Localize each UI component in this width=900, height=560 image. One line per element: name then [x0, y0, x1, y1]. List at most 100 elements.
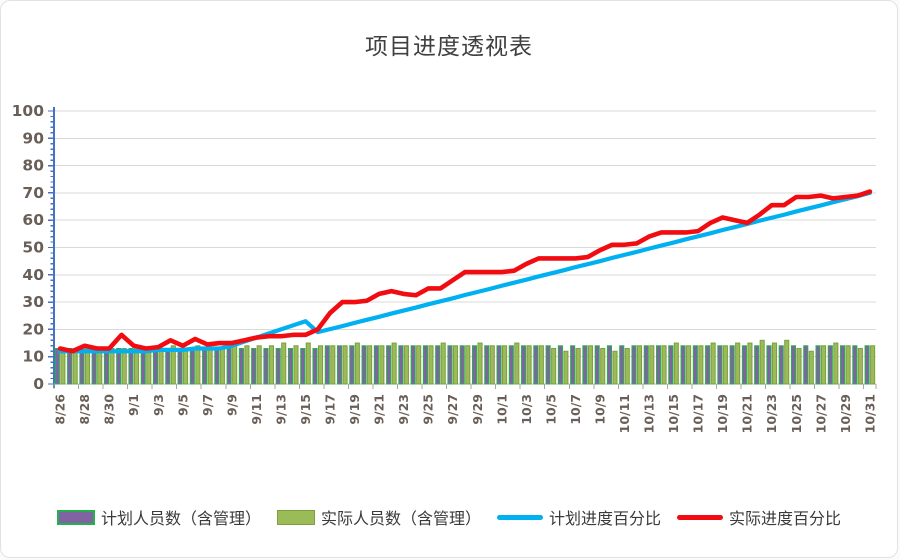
x-tick-label: 9/15: [298, 394, 313, 425]
bar-actual-staff: [72, 348, 78, 385]
x-tick-label: 10/25: [789, 394, 804, 433]
bar-actual-staff: [354, 342, 360, 385]
bar-planned-staff: [202, 348, 208, 385]
bar-actual-staff: [735, 342, 741, 385]
bar-planned-staff: [766, 345, 772, 385]
bar-actual-staff: [60, 348, 66, 385]
y-tick-label: 60: [22, 211, 44, 229]
bar-planned-staff: [705, 345, 711, 385]
bar-actual-staff: [845, 345, 851, 385]
x-tick-label: 10/1: [494, 394, 509, 425]
x-tick-label: 10/27: [813, 394, 828, 433]
bar-planned-staff: [680, 345, 686, 385]
bar-actual-staff: [391, 342, 397, 385]
bar-planned-staff: [790, 345, 797, 385]
bar-planned-staff: [754, 345, 760, 385]
x-tick-label: 10/17: [691, 394, 706, 433]
bar-actual-staff: [244, 345, 250, 385]
y-tick-label: 30: [22, 293, 44, 311]
x-tick-label: 9/25: [421, 394, 436, 425]
bar-planned-staff: [643, 345, 649, 385]
bar-actual-staff: [698, 345, 704, 385]
bar-planned-staff: [263, 348, 269, 385]
bar-actual-staff: [575, 348, 581, 385]
y-tick-label: 70: [22, 184, 44, 202]
bar-planned-staff: [619, 345, 625, 385]
x-tick-label: 10/15: [666, 394, 681, 433]
x-tick-label: 8/30: [102, 394, 117, 425]
bar-planned-staff: [852, 345, 858, 385]
bar-actual-staff: [452, 345, 459, 385]
bar-actual-staff: [808, 350, 814, 385]
bar-planned-staff: [471, 345, 478, 385]
bar-actual-staff: [771, 342, 778, 385]
bar-actual-staff: [661, 345, 667, 385]
bar-actual-staff: [146, 348, 152, 385]
bar-planned-staff: [582, 345, 588, 385]
y-tick-label: 80: [22, 157, 44, 175]
x-tick-label: 9/29: [470, 394, 485, 425]
bar-planned-staff: [103, 348, 110, 385]
legend-item-actual-progress: 实际进度百分比: [677, 505, 841, 529]
bar-planned-staff: [349, 345, 355, 385]
bar-actual-staff: [121, 348, 127, 385]
x-tick-label: 9/9: [224, 394, 239, 416]
bar-planned-staff: [152, 348, 159, 385]
x-tick-label: 9/23: [396, 394, 411, 425]
bar-planned-staff: [508, 345, 514, 385]
bar-planned-staff: [91, 348, 97, 385]
bar-planned-staff: [373, 345, 379, 385]
bar-planned-staff: [177, 348, 183, 385]
bar-planned-staff: [557, 345, 563, 385]
bar-actual-staff: [538, 345, 544, 385]
bar-planned-staff: [312, 348, 318, 385]
bar-actual-staff: [207, 348, 213, 385]
bar-planned-staff: [729, 345, 735, 385]
x-tick-label: 10/19: [715, 394, 730, 433]
bar-actual-staff: [796, 348, 802, 385]
bar-planned-staff: [128, 348, 134, 385]
bar-actual-staff: [686, 345, 692, 385]
bar-planned-staff: [692, 345, 698, 385]
y-tick-label: 50: [22, 239, 44, 257]
x-tick-label: 10/11: [617, 394, 632, 433]
legend-swatch-planned-progress-icon: [497, 514, 543, 520]
bar-planned-staff: [435, 345, 441, 385]
x-tick-label: 9/17: [323, 394, 338, 425]
bar-actual-staff: [97, 348, 103, 385]
bar-actual-staff: [759, 339, 765, 385]
bar-actual-staff: [624, 348, 630, 385]
bar-planned-staff: [668, 345, 674, 385]
bar-planned-staff: [864, 345, 870, 385]
bar-planned-staff: [386, 345, 392, 385]
y-tick-label: 10: [22, 348, 44, 366]
bar-actual-staff: [673, 342, 679, 385]
bar-planned-staff: [226, 348, 232, 385]
bar-actual-staff: [219, 348, 225, 385]
x-tick-label: 9/11: [249, 394, 264, 425]
bar-actual-staff: [857, 348, 863, 385]
bar-planned-staff: [410, 345, 416, 385]
bar-planned-staff: [238, 348, 244, 385]
bar-actual-staff: [170, 345, 176, 385]
x-tick-label: 9/21: [372, 394, 387, 425]
bar-actual-staff: [428, 345, 434, 385]
bar-actual-staff: [502, 345, 508, 385]
x-tick-label: 9/5: [175, 394, 190, 416]
bar-actual-staff: [232, 345, 238, 385]
bar-planned-staff: [496, 345, 502, 385]
bar-actual-staff: [281, 342, 287, 385]
bar-planned-staff: [422, 345, 428, 385]
bar-planned-staff: [337, 345, 343, 385]
bar-planned-staff: [484, 345, 490, 385]
x-tick-label: 10/5: [543, 394, 558, 425]
bar-actual-staff: [305, 342, 311, 385]
y-tick-label: 0: [33, 375, 44, 393]
x-tick-label: 10/23: [764, 394, 779, 433]
bar-actual-staff: [600, 348, 606, 385]
bar-planned-staff: [533, 345, 539, 385]
bar-planned-staff: [840, 345, 846, 385]
bar-planned-staff: [361, 345, 367, 385]
bar-actual-staff: [342, 345, 348, 385]
